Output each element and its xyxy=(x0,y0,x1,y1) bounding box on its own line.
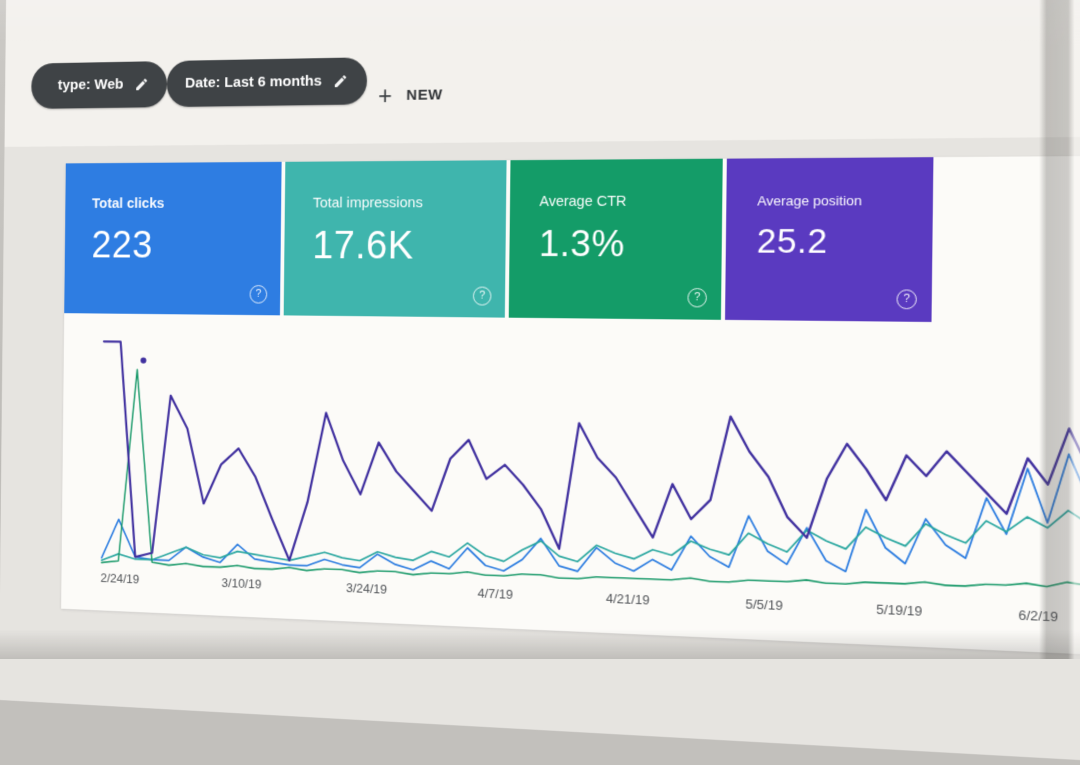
edit-pencil-icon[interactable] xyxy=(333,73,348,89)
edit-pencil-icon[interactable] xyxy=(134,77,149,93)
chart-lines-svg xyxy=(102,334,1080,605)
metric-value: 25.2 xyxy=(757,222,933,263)
x-tick-label: 4/21/19 xyxy=(606,591,650,608)
date-range-chip-label: Date: Last 6 months xyxy=(185,73,322,93)
photo-background: type: Web Date: Last 6 months + NEW La xyxy=(0,0,1080,659)
metric-value: 223 xyxy=(91,224,281,268)
metric-card-average-ctr[interactable]: Average CTR 1.3% ? xyxy=(509,159,723,320)
toolbar: type: Web Date: Last 6 months + NEW La xyxy=(5,0,1080,147)
x-tick-label: 5/19/19 xyxy=(876,601,922,618)
metric-card-average-position[interactable]: Average position 25.2 ? xyxy=(725,157,933,322)
x-tick-label: 3/10/19 xyxy=(221,575,261,591)
metric-value: 17.6K xyxy=(312,224,506,269)
metric-card-total-impressions[interactable]: Total impressions 17.6K ? xyxy=(284,160,507,317)
help-icon[interactable]: ? xyxy=(896,289,916,309)
search-type-filter-chip[interactable]: type: Web xyxy=(31,61,167,109)
metric-label: Average position xyxy=(757,193,933,209)
x-tick-label: 2/24/19 xyxy=(100,570,139,586)
metric-value: 1.3% xyxy=(539,223,722,266)
x-tick-label: 5/5/19 xyxy=(745,596,783,613)
metric-label: Average CTR xyxy=(539,193,722,210)
new-filter-label: NEW xyxy=(406,86,443,104)
browser-viewport: type: Web Date: Last 6 months + NEW La xyxy=(0,0,1080,765)
x-tick-label: 4/7/19 xyxy=(478,586,513,602)
search-type-chip-label: type: Web xyxy=(58,76,124,94)
help-icon[interactable]: ? xyxy=(687,288,707,307)
performance-chart-area[interactable] xyxy=(102,334,1080,605)
metric-label: Total clicks xyxy=(92,195,281,212)
new-filter-button[interactable]: + NEW xyxy=(378,78,443,114)
metric-label: Total impressions xyxy=(313,194,506,211)
metric-card-total-clicks[interactable]: Total clicks 223 ? xyxy=(64,162,281,315)
x-tick-label: 6/2/19 xyxy=(1018,607,1058,624)
help-icon[interactable]: ? xyxy=(250,285,268,304)
performance-panel: Total clicks 223 ? Total impressions 17.… xyxy=(61,156,1080,655)
date-range-filter-chip[interactable]: Date: Last 6 months xyxy=(167,57,368,107)
help-icon[interactable]: ? xyxy=(473,287,492,306)
metric-cards-row: Total clicks 223 ? Total impressions 17.… xyxy=(64,157,933,322)
plus-icon: + xyxy=(378,84,392,109)
x-tick-label: 3/24/19 xyxy=(346,580,387,596)
